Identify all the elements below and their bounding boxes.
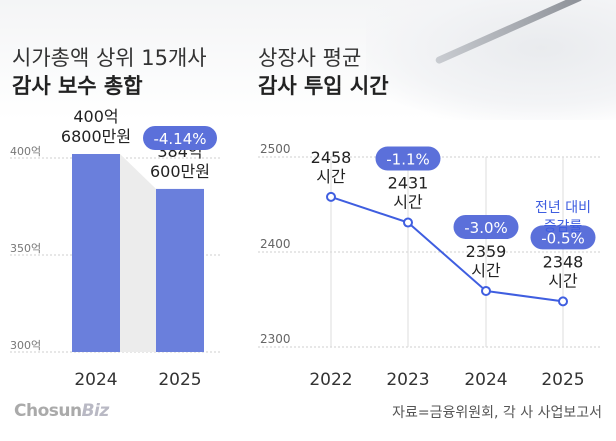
- right-xtick-label: 2024: [464, 370, 507, 390]
- point-value-label: 2458: [311, 148, 352, 167]
- bar-2024: [72, 154, 120, 352]
- left-ytick-label: 300억: [10, 339, 41, 352]
- right-ytick-label: 2400: [260, 237, 291, 251]
- bar-connector: [120, 154, 156, 352]
- source-note: 자료=금융위원회, 각 사 사업보고서: [392, 405, 602, 421]
- logo-main: Chosun: [14, 401, 82, 421]
- left-ytick-label: 350억: [10, 242, 41, 255]
- point-value-label: 2431: [388, 174, 429, 193]
- annotation-label: 전년 대비: [535, 200, 591, 216]
- left-change-badge-text: -4.14%: [153, 130, 206, 148]
- right-xtick-label: 2025: [541, 370, 584, 390]
- right-change-badge-text: -0.5%: [541, 229, 585, 247]
- bar-value-label: 400억: [73, 107, 118, 126]
- point-value-label: 2348: [543, 252, 584, 271]
- right-title-line2: 감사 투입 시간: [258, 74, 389, 98]
- right-ytick-label: 2500: [260, 142, 291, 156]
- left-xtick-label: 2025: [158, 370, 201, 390]
- right-ytick-label: 2300: [260, 332, 291, 346]
- chosunbiz-logo: ChosunBiz: [14, 401, 109, 421]
- left-change-badge-bg: [143, 126, 217, 150]
- left-ytick-label: 400억: [10, 145, 41, 158]
- annotation-label: 증감률: [544, 219, 583, 235]
- background-photo: [366, 0, 616, 120]
- data-point-2023: [403, 217, 413, 228]
- left-title-line1: 시가총액 상위 15개사: [12, 46, 207, 70]
- left-xtick-label: 2024: [74, 370, 117, 390]
- right-change-badge-text: -1.1%: [386, 151, 430, 169]
- point-value-label: 시간: [316, 167, 346, 186]
- logo-biz: Biz: [81, 401, 110, 421]
- data-point-2022: [326, 191, 336, 202]
- point-value-label: 시간: [548, 271, 578, 290]
- bar-value-label: 6800만원: [61, 127, 131, 146]
- right-change-badge-bg: [530, 225, 596, 250]
- point-value-label: 시간: [393, 193, 423, 212]
- bar-2025: [156, 188, 204, 352]
- right-xtick-label: 2023: [386, 370, 429, 390]
- point-value-label: 2359: [466, 242, 507, 261]
- data-point-2025: [558, 296, 568, 307]
- right-change-badge-bg: [453, 214, 519, 239]
- series-line: [330, 195, 564, 303]
- data-point-2024: [481, 285, 491, 296]
- right-change-badge-text: -3.0%: [464, 219, 508, 237]
- right-title-line1: 상장사 평균: [258, 46, 362, 70]
- point-value-label: 시간: [471, 261, 501, 280]
- left-title-line2: 감사 보수 총합: [12, 74, 143, 98]
- right-xtick-label: 2022: [309, 370, 352, 390]
- bar-value-label: 600만원: [150, 162, 210, 181]
- right-change-badge-bg: [375, 146, 441, 171]
